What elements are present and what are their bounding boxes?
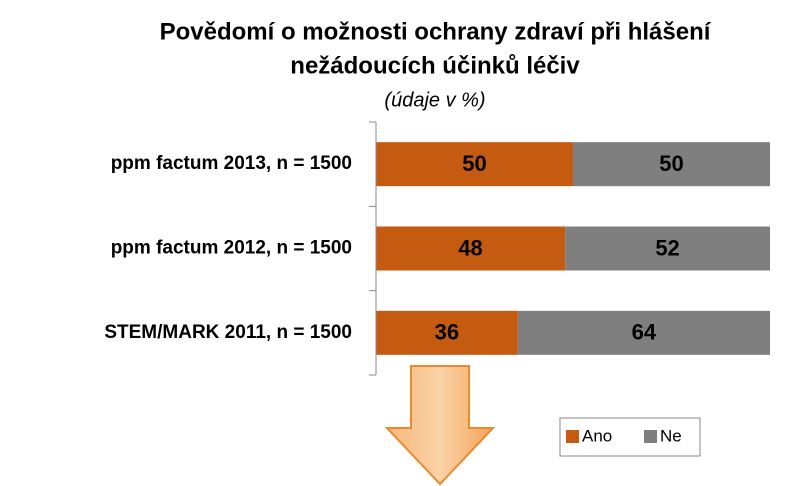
y-tick-label: ppm factum 2013, n = 1500 — [111, 153, 352, 174]
arrow — [384, 365, 496, 486]
value-label: 50 — [462, 151, 486, 176]
bar-segment — [565, 226, 770, 271]
y-tick-label: ppm factum 2012, n = 1500 — [111, 238, 352, 259]
bar-segment — [376, 226, 566, 271]
chart-subtitle: (údaje v %) — [384, 89, 485, 111]
y-tick-label: STEM/MARK 2011, n = 1500 — [104, 322, 352, 343]
bar-segment — [517, 310, 770, 355]
legend-box — [559, 417, 701, 457]
bar-segment — [376, 142, 573, 187]
value-label: 48 — [458, 235, 482, 260]
value-label: 36 — [435, 320, 459, 345]
value-label: 64 — [632, 320, 657, 345]
legend-swatch — [644, 430, 657, 443]
value-label: 50 — [659, 151, 683, 176]
legend-label: Ano — [582, 426, 612, 445]
legend-swatch — [566, 430, 579, 443]
value-label: 52 — [655, 235, 679, 260]
bar-segment — [376, 310, 518, 355]
chart-title: Povědomí o možnosti ochrany zdraví při h… — [160, 18, 712, 45]
legend-label: Ne — [660, 426, 682, 445]
chart-title: nežádoucích účinků léčiv — [290, 52, 580, 79]
bar-segment — [573, 142, 770, 187]
